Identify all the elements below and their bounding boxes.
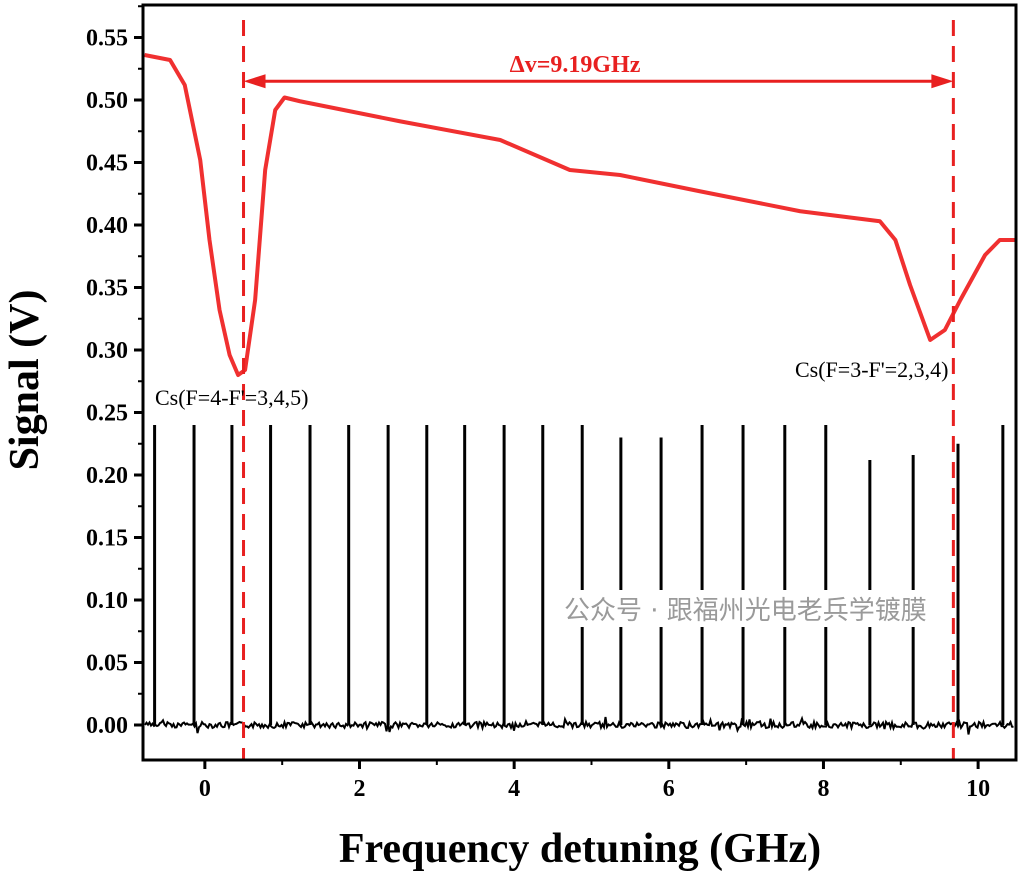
x-tick-label: 6 [663, 776, 675, 802]
y-tick-label: 0.05 [86, 651, 128, 677]
y-tick-label: 0.20 [86, 463, 128, 489]
arrow-head-left [243, 74, 266, 89]
x-tick-label: 8 [817, 776, 829, 802]
x-tick-label: 2 [354, 776, 366, 802]
right-dip-annotation: Cs(F=3-F'=2,3,4) [795, 357, 948, 382]
y-tick-label: 0.15 [86, 526, 128, 552]
y-tick-label: 0.00 [86, 713, 128, 739]
x-tick-label: 4 [508, 776, 520, 802]
x-tick-label: 0 [199, 776, 211, 802]
delta-annotation: Δv=9.19GHz [510, 52, 641, 78]
y-tick-label: 0.10 [86, 588, 128, 614]
absorption-curve [144, 53, 1016, 377]
watermark: 公众号 · 跟福州光电老兵学镀膜 [560, 590, 931, 627]
y-tick-label: 0.25 [86, 401, 128, 427]
baseline-trace [144, 715, 1014, 735]
y-tick-label: 0.40 [86, 213, 128, 239]
y-tick-label: 0.45 [86, 151, 128, 177]
x-tick-label: 10 [966, 776, 990, 802]
x-axis-label: Frequency detuning (GHz) [339, 826, 821, 872]
y-axis-label: Signal (V) [2, 290, 48, 471]
y-tick-label: 0.35 [86, 276, 128, 302]
arrow-head-right [931, 74, 954, 89]
y-tick-label: 0.55 [86, 26, 128, 52]
y-tick-label: 0.50 [86, 88, 128, 114]
plot-frame [141, 3, 1018, 762]
left-dip-annotation: Cs(F=4-F'=3,4,5) [155, 385, 308, 410]
y-tick-label: 0.30 [86, 338, 128, 364]
